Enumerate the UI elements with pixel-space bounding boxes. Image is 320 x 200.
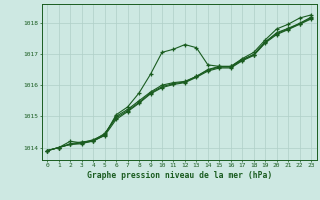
- X-axis label: Graphe pression niveau de la mer (hPa): Graphe pression niveau de la mer (hPa): [87, 171, 272, 180]
